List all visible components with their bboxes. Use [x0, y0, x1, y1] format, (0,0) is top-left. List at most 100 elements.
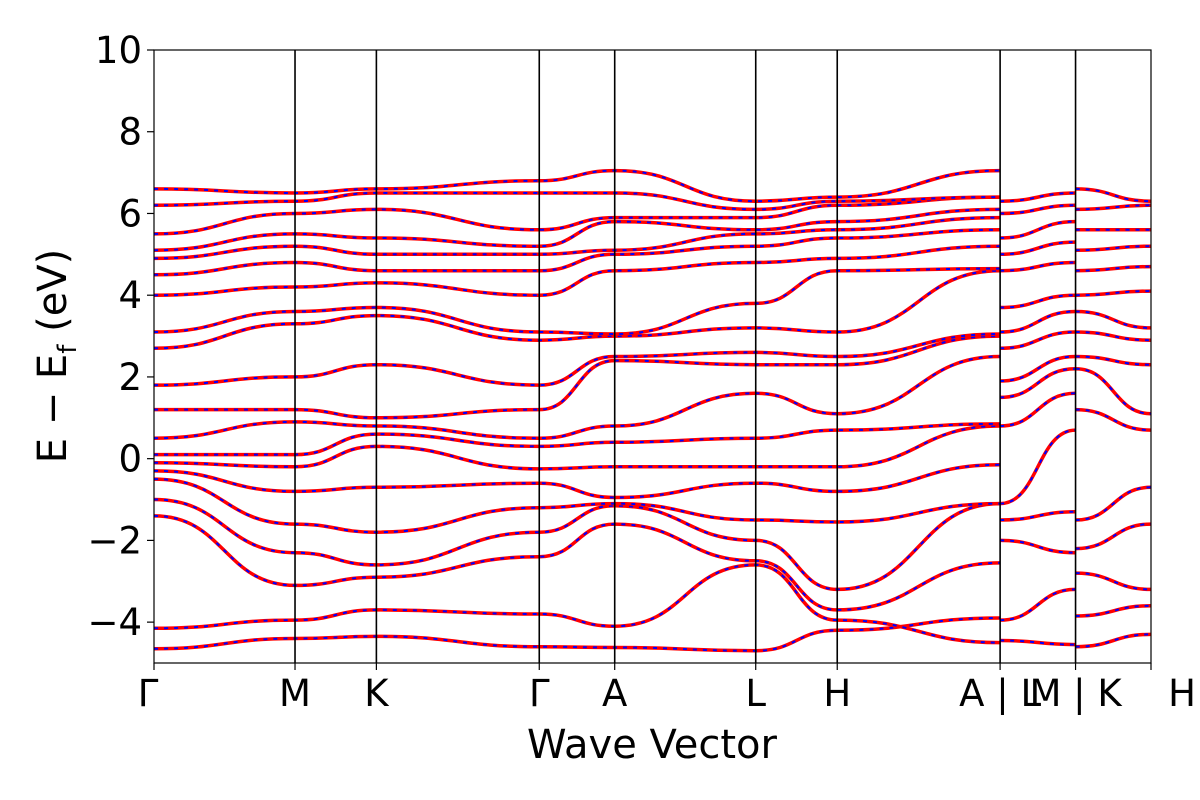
- bands-layer: [154, 168, 1151, 653]
- band-47-solid: [1075, 289, 1151, 297]
- band-2-dashed: [154, 563, 1001, 644]
- band-3-solid: [154, 514, 1001, 612]
- x-tick-label: M | K: [1029, 672, 1123, 715]
- band-52-dashed: [1075, 187, 1151, 203]
- y-tick-label: 10: [95, 29, 142, 72]
- band-23: [1000, 538, 1076, 555]
- y-tick-label: 8: [118, 111, 142, 154]
- band-51-solid: [1075, 203, 1151, 212]
- band-11: [154, 332, 1001, 387]
- y-tick-label: −2: [87, 519, 142, 562]
- band-41-dashed: [1075, 486, 1151, 521]
- band-42-dashed: [1075, 408, 1151, 432]
- y-axis-label-unit: (eV): [30, 249, 76, 345]
- band-5-solid: [154, 477, 1001, 534]
- x-tick-label: Γ: [138, 672, 159, 715]
- band-32-dashed: [1000, 261, 1076, 272]
- y-axis-label-main: E − E: [30, 354, 76, 464]
- band-34-dashed: [1000, 220, 1076, 239]
- band-3-dashed: [154, 514, 1001, 611]
- band-4: [154, 497, 1001, 592]
- band-32: [1000, 260, 1076, 273]
- plot-frame: [153, 49, 1152, 664]
- band-23-solid: [1000, 538, 1076, 555]
- band-31: [1000, 293, 1076, 310]
- band-49-solid: [1075, 244, 1151, 252]
- band-20: [154, 168, 1001, 203]
- band-8-dashed: [154, 422, 1001, 456]
- band-6-solid: [154, 463, 1001, 500]
- band-29-solid: [1000, 330, 1076, 351]
- band-31-solid: [1000, 293, 1076, 310]
- band-46: [1075, 309, 1151, 330]
- band-4-solid: [154, 497, 1001, 592]
- band-44: [1075, 354, 1151, 367]
- band-36-dashed: [1000, 192, 1076, 203]
- band-29: [1000, 330, 1076, 351]
- band-5: [154, 477, 1001, 534]
- band-8: [154, 422, 1001, 457]
- band-43-solid: [1075, 367, 1151, 416]
- band-39: [1075, 571, 1151, 592]
- y-axis-label-sub: f: [53, 344, 83, 354]
- band-24: [1000, 510, 1076, 522]
- band-23-dashed: [1000, 539, 1076, 554]
- band-38: [1075, 604, 1151, 618]
- y-tick-label: 0: [118, 438, 142, 481]
- band-45: [1075, 330, 1151, 342]
- x-tick-label: A | L: [959, 672, 1041, 715]
- x-tick-label: M: [279, 672, 311, 715]
- band-41: [1075, 485, 1151, 522]
- band-37-solid: [1075, 632, 1151, 649]
- band-48-solid: [1075, 264, 1151, 273]
- band-11-solid: [154, 332, 1001, 387]
- band-35: [1000, 203, 1076, 216]
- band-13: [154, 266, 1001, 336]
- band-21-solid: [1000, 638, 1076, 647]
- band-38-solid: [1075, 604, 1151, 618]
- band-20-solid: [154, 168, 1001, 203]
- band-40-dashed: [1075, 523, 1151, 550]
- band-25: [999, 428, 1076, 506]
- band-22-dashed: [1000, 588, 1076, 622]
- band-34: [1000, 219, 1076, 240]
- band-27-dashed: [1000, 367, 1076, 399]
- band-8-solid: [154, 422, 1001, 457]
- band-26-dashed: [1000, 392, 1076, 427]
- band-36: [1000, 191, 1076, 203]
- x-ticks: Γ M K Γ A L H A | LM | K H: [138, 663, 1196, 715]
- band-33-solid: [1000, 240, 1076, 257]
- band-15-dashed: [154, 228, 1001, 276]
- x-tick-label: H: [823, 672, 851, 715]
- band-28-dashed: [1000, 355, 1076, 382]
- band-37: [1075, 632, 1151, 649]
- band-47: [1075, 289, 1151, 297]
- x-axis-label: Wave Vector: [527, 722, 778, 768]
- band-33: [1000, 240, 1076, 257]
- band-51: [1075, 203, 1151, 212]
- band-46-dashed: [1075, 310, 1151, 329]
- band-38-dashed: [1075, 604, 1151, 617]
- x-tick-label: Γ: [529, 672, 550, 715]
- y-ticks: −4 −2 0 2 4 6 8 10: [87, 29, 154, 644]
- kpoint-lines: [294, 50, 1077, 663]
- band-45-dashed: [1075, 331, 1151, 342]
- band-33-dashed: [1000, 241, 1076, 256]
- band-39-dashed: [1075, 572, 1151, 591]
- band-3: [154, 514, 1001, 612]
- y-tick-label: −4: [87, 601, 142, 644]
- band-35-dashed: [1000, 204, 1076, 215]
- band-28: [1000, 354, 1076, 383]
- band-30-solid: [1000, 309, 1076, 334]
- band-9-dashed: [154, 355, 1001, 440]
- x-tick-label: A: [602, 672, 627, 715]
- band-37-dashed: [1075, 633, 1151, 648]
- band-52-solid: [1075, 187, 1151, 203]
- band-39-solid: [1075, 571, 1151, 592]
- band-43-dashed: [1075, 367, 1151, 415]
- y-tick-label: 6: [118, 192, 142, 235]
- band-34-solid: [1000, 219, 1076, 240]
- band-31-dashed: [1000, 294, 1076, 309]
- band-6: [154, 463, 1001, 500]
